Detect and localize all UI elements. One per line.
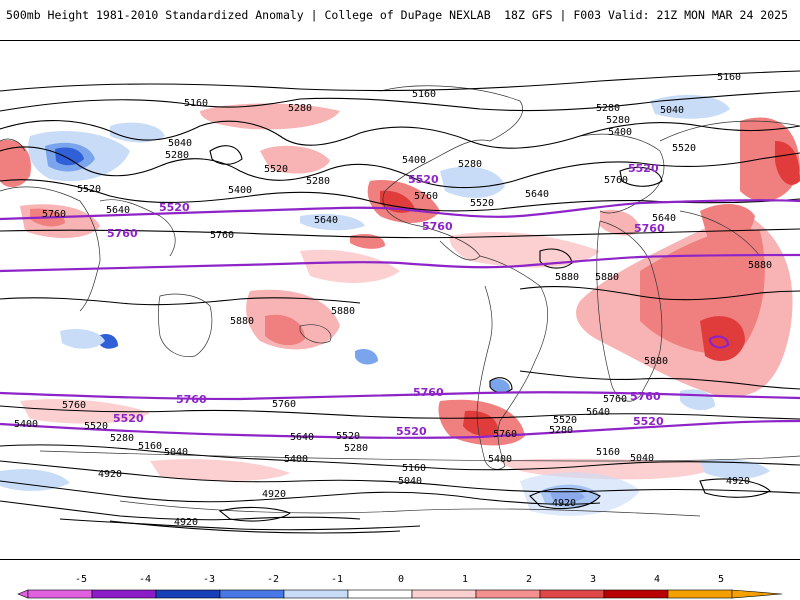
contour-label-highlight: 5760 bbox=[107, 227, 138, 240]
contour-label: 5640 bbox=[652, 213, 676, 224]
contour-label: 5520 bbox=[470, 198, 494, 209]
contour-label: 5760 bbox=[414, 191, 438, 202]
colorbar-tick-label: -5 bbox=[74, 574, 88, 585]
contour-label-highlight: 5520 bbox=[396, 425, 427, 438]
anomaly-map: 5160 5160 5160 5280 5280 5040 5040 5280 … bbox=[0, 70, 800, 534]
contour-label: 5520 bbox=[84, 421, 108, 432]
contour-label: 5160 bbox=[184, 98, 208, 109]
contour-label: 5400 bbox=[402, 155, 426, 166]
contour-label: 4920 bbox=[98, 469, 122, 480]
contour-label: 5280 bbox=[606, 115, 630, 126]
contour-label: 5280 bbox=[596, 103, 620, 114]
contour-label-highlight: 5760 bbox=[630, 390, 661, 403]
colorbar-tick-label: 0 bbox=[397, 574, 405, 585]
contour-label-highlight: 5520 bbox=[628, 162, 659, 175]
colorbar-tick-label: 3 bbox=[589, 574, 597, 585]
highlight-contours bbox=[0, 199, 800, 439]
contour-label: 5880 bbox=[331, 306, 355, 317]
contour-label: 4920 bbox=[174, 517, 198, 528]
contour-label-highlight: 5760 bbox=[422, 220, 453, 233]
contour-label: 5040 bbox=[660, 105, 684, 116]
contour-label: 5640 bbox=[525, 189, 549, 200]
contour-label-highlight: 5520 bbox=[408, 173, 439, 186]
contour-label: 5160 bbox=[717, 72, 741, 83]
contour-label-highlight: 5520 bbox=[113, 412, 144, 425]
contour-label: 5640 bbox=[106, 205, 130, 216]
colorbar-tick-label: -1 bbox=[330, 574, 344, 585]
contour-label: 5400 bbox=[228, 185, 252, 196]
contour-label: 5160 bbox=[596, 447, 620, 458]
contour-label: 5880 bbox=[748, 260, 772, 271]
contour-label: 5760 bbox=[272, 399, 296, 410]
contour-label: 5040 bbox=[398, 476, 422, 487]
contour-label-highlight: 5520 bbox=[633, 415, 664, 428]
contour-label: 5520 bbox=[672, 143, 696, 154]
contour-label: 5760 bbox=[210, 230, 234, 241]
contour-label: 5280 bbox=[549, 425, 573, 436]
contour-label: 5280 bbox=[458, 159, 482, 170]
contour-label: 5400 bbox=[608, 127, 632, 138]
contour-label: 5280 bbox=[344, 443, 368, 454]
contour-label: 5160 bbox=[138, 441, 162, 452]
contour-label-highlight: 5760 bbox=[634, 222, 665, 235]
map-title: 500mb Height 1981-2010 Standardized Anom… bbox=[6, 8, 491, 22]
highlight-contour-labels: 5520 5520 5520 5760 5760 5760 5760 5760 … bbox=[107, 162, 665, 438]
contour-label: 5400 bbox=[284, 454, 308, 465]
contour-label: 5520 bbox=[553, 415, 577, 426]
positive-anomaly-shading bbox=[0, 103, 800, 481]
contour-label: 5760 bbox=[42, 209, 66, 220]
contour-label: 5400 bbox=[488, 454, 512, 465]
contour-label: 4920 bbox=[552, 498, 576, 509]
colorbar-tick-label: -3 bbox=[202, 574, 216, 585]
contour-label: 5520 bbox=[77, 184, 101, 195]
header-bar: 500mb Height 1981-2010 Standardized Anom… bbox=[0, 0, 800, 40]
map-panel: 5160 5160 5160 5280 5280 5040 5040 5280 … bbox=[0, 40, 800, 560]
contour-label: 5160 bbox=[412, 89, 436, 100]
negative-anomaly-shading bbox=[0, 94, 770, 516]
contour-label: 5640 bbox=[586, 407, 610, 418]
contour-label: 5640 bbox=[314, 215, 338, 226]
contour-label: 5280 bbox=[110, 433, 134, 444]
contour-label: 5040 bbox=[168, 138, 192, 149]
contour-label: 5040 bbox=[164, 447, 188, 458]
contour-label: 5760 bbox=[62, 400, 86, 411]
colorbar-tick-label: 1 bbox=[461, 574, 469, 585]
contour-label: 5640 bbox=[290, 432, 314, 443]
colorbar-tick-label: -4 bbox=[138, 574, 152, 585]
contour-label: 5280 bbox=[306, 176, 330, 187]
contour-label-highlight: 5760 bbox=[413, 386, 444, 399]
contour-label: 5880 bbox=[555, 272, 579, 283]
contour-labels: 5160 5160 5160 5280 5280 5040 5040 5280 … bbox=[14, 72, 772, 528]
colorbar-tick-label: 2 bbox=[525, 574, 533, 585]
contour-label-highlight: 5520 bbox=[159, 201, 190, 214]
contour-label: 5520 bbox=[336, 431, 360, 442]
colorbar-segments bbox=[17, 589, 783, 599]
contour-label: 5040 bbox=[630, 453, 654, 464]
contour-label: 5400 bbox=[14, 419, 38, 430]
contour-label: 4920 bbox=[262, 489, 286, 500]
contour-label-highlight: 5760 bbox=[176, 393, 207, 406]
contour-label: 5880 bbox=[595, 272, 619, 283]
contour-label: 5760 bbox=[604, 175, 628, 186]
contour-label: 5760 bbox=[493, 429, 517, 440]
contour-label: 5280 bbox=[288, 103, 312, 114]
contour-label: 5520 bbox=[264, 164, 288, 175]
coastlines bbox=[0, 85, 800, 517]
colorbar-tick-label: 4 bbox=[653, 574, 661, 585]
contour-label: 5760 bbox=[603, 394, 627, 405]
height-contours bbox=[0, 70, 800, 534]
contour-label: 5880 bbox=[230, 316, 254, 327]
colorbar-tick-label: -2 bbox=[266, 574, 280, 585]
colorbar bbox=[17, 589, 783, 599]
run-info: 18Z GFS | F003 Valid: 21Z MON MAR 24 202… bbox=[504, 8, 788, 22]
contour-label: 4920 bbox=[726, 476, 750, 487]
contour-label: 5280 bbox=[165, 150, 189, 161]
colorbar-tick-label: 5 bbox=[717, 574, 725, 585]
contour-label: 5880 bbox=[644, 356, 668, 367]
contour-label: 5160 bbox=[402, 463, 426, 474]
